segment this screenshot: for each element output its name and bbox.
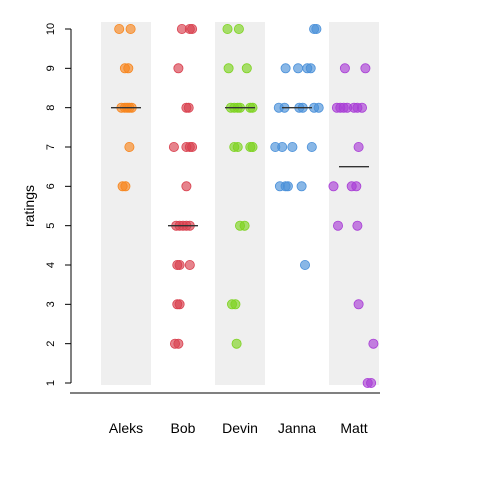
x-tick-label-bob: Bob	[171, 420, 196, 436]
point-devin-3	[241, 63, 252, 74]
y-tick-label-1: 1	[45, 380, 57, 386]
point-aleks-3	[123, 63, 134, 74]
point-janna-19	[296, 181, 307, 192]
point-janna-15	[306, 141, 317, 152]
point-janna-14	[287, 141, 298, 152]
point-matt-15	[353, 299, 364, 310]
point-aleks-11	[120, 181, 131, 192]
point-aleks-0	[114, 23, 125, 34]
point-janna-5	[305, 63, 316, 74]
y-tick-label-10: 10	[45, 23, 57, 35]
y-tick-label-5: 5	[45, 223, 57, 229]
point-bob-2	[187, 23, 198, 34]
point-devin-17	[230, 299, 241, 310]
point-bob-10	[181, 181, 192, 192]
point-janna-3	[293, 63, 304, 74]
x-tick-label-devin: Devin	[222, 420, 258, 436]
y-tick-label-3: 3	[45, 301, 57, 307]
point-janna-13	[277, 141, 288, 152]
point-bob-9	[187, 141, 198, 152]
y-axis: 1 2 3 4 5 6 7 8 9 10	[45, 23, 72, 386]
point-matt-1	[360, 63, 371, 74]
point-matt-16	[368, 338, 379, 349]
point-devin-0	[222, 23, 233, 34]
point-devin-18	[231, 338, 242, 349]
point-bob-22	[173, 338, 184, 349]
point-matt-12	[351, 181, 362, 192]
point-matt-14	[352, 220, 363, 231]
point-bob-20	[174, 299, 185, 310]
point-bob-17	[174, 259, 185, 270]
point-janna-1	[311, 23, 322, 34]
point-devin-13	[247, 141, 258, 152]
y-tick-label-8: 8	[45, 105, 57, 111]
x-tick-label-janna: Janna	[278, 420, 316, 436]
point-bob-5	[183, 102, 194, 113]
point-janna-2	[280, 63, 291, 74]
point-matt-18	[366, 377, 377, 388]
point-devin-15	[239, 220, 250, 231]
x-tick-label-aleks: Aleks	[109, 420, 143, 436]
band-aleks	[101, 22, 151, 385]
point-janna-20	[299, 259, 310, 270]
point-matt-8	[356, 102, 367, 113]
y-tick-label-9: 9	[45, 65, 57, 71]
point-janna-18	[282, 181, 293, 192]
point-aleks-1	[125, 23, 136, 34]
y-axis-title: ratings	[21, 185, 37, 227]
point-bob-6	[168, 141, 179, 152]
point-aleks-9	[124, 141, 135, 152]
x-tick-label-matt: Matt	[340, 420, 367, 436]
point-devin-11	[232, 141, 243, 152]
y-tick-label-6: 6	[45, 183, 57, 189]
point-bob-18	[184, 259, 195, 270]
point-matt-10	[328, 181, 339, 192]
x-axis: Aleks Bob Devin Janna Matt	[70, 392, 380, 436]
point-matt-13	[332, 220, 343, 231]
point-matt-0	[339, 63, 350, 74]
point-devin-1	[233, 23, 244, 34]
y-tick-label-4: 4	[45, 262, 57, 268]
band-devin	[215, 22, 265, 385]
point-janna-11	[313, 102, 324, 113]
y-tick-label-2: 2	[45, 341, 57, 347]
point-bob-3	[173, 63, 184, 74]
median-lines	[111, 107, 369, 227]
band-matt	[329, 22, 379, 385]
point-devin-2	[223, 63, 234, 74]
category-bands	[101, 22, 379, 385]
y-tick-label-7: 7	[45, 144, 57, 150]
point-matt-9	[353, 141, 364, 152]
